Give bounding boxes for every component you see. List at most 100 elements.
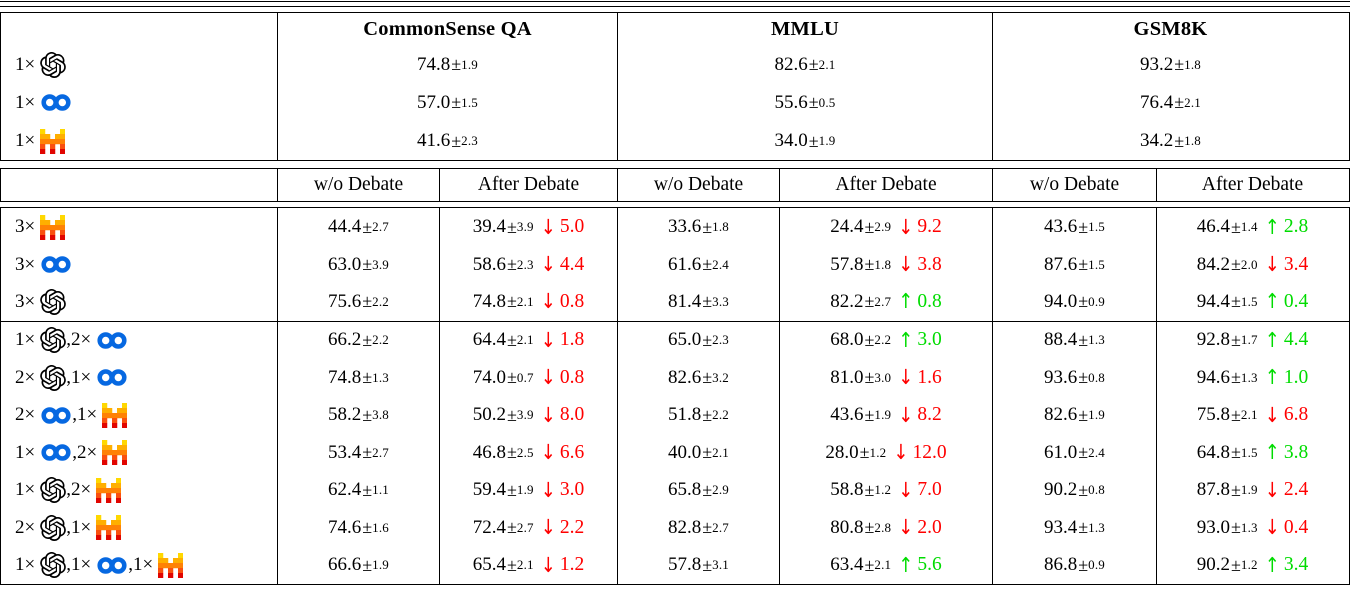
after-debate-score-cell: 58.6 ±2.3 ↓ 4.4 <box>440 245 618 284</box>
wo-debate-score-cell: 82.6 ±1.9 <box>993 396 1157 435</box>
model-combination-label: 3× <box>1 208 278 246</box>
after-debate-score-cell: 58.8 ±1.2 ↓ 7.0 <box>780 471 993 509</box>
plus-minus-symbol: ± <box>864 517 875 538</box>
model-count: 2× <box>76 441 98 463</box>
score-delta: 2.2 <box>559 516 585 538</box>
score-cell: 34.2 ±1.8 <box>993 122 1348 160</box>
after-debate-score-cell: 68.0 ±2.2 ↑ 3.0 <box>780 321 993 360</box>
score-value: 88.4 <box>1044 329 1078 351</box>
plus-minus-symbol: ± <box>362 367 373 388</box>
plus-minus-symbol: ± <box>507 404 517 425</box>
label-separator: , <box>72 441 77 463</box>
score-value: 44.4 <box>328 216 362 238</box>
score-stddev: 1.3 <box>372 369 389 385</box>
down-arrow-icon: ↓ <box>1264 403 1280 428</box>
score-stddev: 2.2 <box>372 293 389 309</box>
score-delta: 12.0 <box>912 441 947 463</box>
plus-minus-symbol: ± <box>1078 404 1089 425</box>
model-count: 1× <box>15 329 36 351</box>
score-cell: 74.8 ±1.9 <box>278 45 618 84</box>
model-combination-label: 1×, 2× <box>1 471 278 509</box>
score-value: 46.4 <box>1196 216 1231 238</box>
subheader-row: w/o Debate After Debate w/o Debate After… <box>1 169 1349 202</box>
down-arrow-icon: ↓ <box>1264 478 1280 503</box>
subheader-after-debate: After Debate <box>1201 174 1304 196</box>
score-value: 57.0 <box>417 91 451 113</box>
score-stddev: 2.1 <box>818 56 836 72</box>
score-cell: 55.6 ±0.5 <box>618 83 993 123</box>
score-stddev: 1.3 <box>1088 332 1105 348</box>
score-delta: 5.6 <box>917 554 942 576</box>
score-stddev: 0.5 <box>818 94 836 110</box>
score-delta: 3.0 <box>559 479 585 501</box>
score-delta: 0.8 <box>917 290 942 312</box>
plus-minus-symbol: ± <box>702 329 713 350</box>
plus-minus-symbol: ± <box>864 329 875 350</box>
score-stddev: 2.3 <box>712 332 729 348</box>
score-stddev: 2.3 <box>461 133 478 149</box>
plus-minus-symbol: ± <box>864 554 875 575</box>
down-arrow-icon: ↓ <box>540 328 556 353</box>
score-value: 66.2 <box>328 329 362 351</box>
plus-minus-symbol: ± <box>864 254 875 275</box>
score-stddev: 3.1 <box>712 557 729 573</box>
openai-logo-icon <box>40 327 67 354</box>
wo-debate-score-cell: 82.8 ±2.7 <box>618 508 780 547</box>
score-stddev: 2.0 <box>1240 256 1258 272</box>
plus-minus-symbol: ± <box>1174 92 1185 113</box>
after-debate-score-cell: 59.4 ±1.9 ↓ 3.0 <box>440 471 618 509</box>
down-arrow-icon: ↓ <box>540 552 556 578</box>
score-stddev: 1.3 <box>1088 519 1105 535</box>
debate-result-row: 1×, 2× 62.4 ±1.1 59.4 ±1.9 ↓ 3.0 65.8 ±2.9 58.8 ±1… <box>1 471 1349 509</box>
score-stddev: 0.9 <box>1088 557 1105 573</box>
openai-logo-icon <box>40 552 67 579</box>
score-value: 41.6 <box>417 130 451 152</box>
plus-minus-symbol: ± <box>702 517 713 538</box>
model-combination-label: 1× <box>1 83 278 123</box>
label-separator: , <box>66 479 71 501</box>
after-debate-score-cell: 80.8 ±2.8 ↓ 2.0 <box>780 508 993 547</box>
score-stddev: 1.2 <box>869 444 887 460</box>
score-stddev: 1.8 <box>1184 133 1201 149</box>
after-debate-score-cell: 43.6 ±1.9 ↓ 8.2 <box>780 396 993 435</box>
meta-infinity-icon <box>96 368 128 387</box>
up-arrow-icon: ↑ <box>898 552 914 578</box>
after-debate-score-cell: 64.8 ±1.5 ↑ 3.8 <box>1157 434 1348 471</box>
model-combination-label: 2×, 1× <box>1 508 278 547</box>
score-value: 87.6 <box>1044 253 1078 275</box>
wo-debate-score-cell: 58.2 ±3.8 <box>278 396 440 435</box>
score-value: 74.0 <box>472 366 507 388</box>
plus-minus-symbol: ± <box>864 404 875 425</box>
score-value: 53.4 <box>328 441 362 463</box>
wo-debate-score-cell: 66.6 ±1.9 <box>278 546 440 584</box>
wo-debate-score-cell: 81.4 ±3.3 <box>618 283 780 321</box>
score-stddev: 1.9 <box>1240 482 1258 498</box>
score-value: 93.6 <box>1044 366 1078 388</box>
score-value: 63.4 <box>830 554 864 576</box>
score-stddev: 1.5 <box>461 94 478 110</box>
meta-infinity-icon <box>40 255 72 274</box>
plus-minus-symbol: ± <box>702 404 713 425</box>
mistral-pixel-m-icon <box>40 214 66 240</box>
score-stddev: 1.6 <box>372 519 389 535</box>
plus-minus-symbol: ± <box>507 479 517 500</box>
mistral-pixel-m-icon <box>102 440 128 466</box>
score-delta: 3.8 <box>1283 441 1309 463</box>
wo-debate-score-cell: 65.8 ±2.9 <box>618 471 780 509</box>
score-value: 81.0 <box>830 366 864 388</box>
score-value: 76.4 <box>1140 91 1174 113</box>
down-arrow-icon: ↓ <box>1264 252 1280 277</box>
debate-result-row: 3× 75.6 ±2.2 74.8 ±2.1 ↓ 0.8 81.4 ±3.3 82.2 ±2.7 ↑ 0… <box>1 283 1349 322</box>
after-debate-score-cell: 81.0 ±3.0 ↓ 1.6 <box>780 359 993 397</box>
score-value: 50.2 <box>472 404 507 426</box>
score-value: 75.8 <box>1196 404 1231 426</box>
plus-minus-symbol: ± <box>451 54 462 75</box>
score-stddev: 0.8 <box>1088 482 1105 498</box>
score-delta: 2.0 <box>917 516 942 538</box>
model-count: 1× <box>15 554 36 576</box>
plus-minus-symbol: ± <box>507 329 517 350</box>
wo-debate-score-cell: 74.8 ±1.3 <box>278 359 440 397</box>
score-value: 84.2 <box>1196 253 1231 275</box>
model-combination-label: 2×, 1× <box>1 359 278 397</box>
